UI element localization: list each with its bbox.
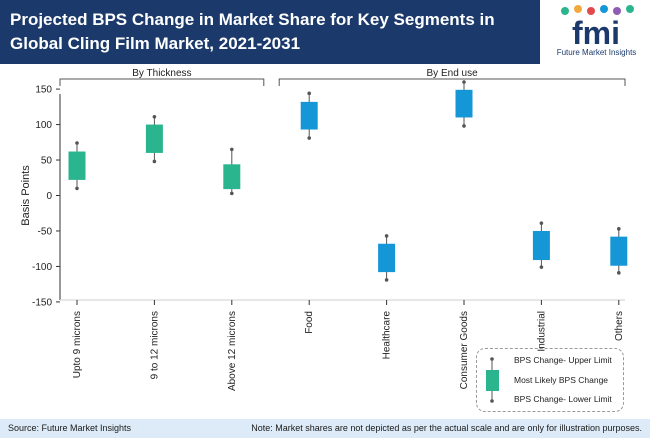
fmi-logo-mark: fmi <box>561 5 634 51</box>
y-axis-label: Basis Points <box>20 165 32 226</box>
legend-upper-label: BPS Change- Upper Limit <box>514 355 612 365</box>
logo-dot-orange <box>574 5 582 13</box>
box-most-likely <box>378 243 396 273</box>
upper-limit-point <box>152 114 157 119</box>
y-tick-label: 50 <box>41 156 53 167</box>
category-label: Consumer Goods <box>459 311 470 389</box>
upper-limit-point <box>384 234 389 238</box>
category-label: Above 12 microns <box>227 311 238 391</box>
lower-limit-point <box>230 191 234 196</box>
category-label: Food <box>304 311 315 334</box>
upper-limit-point <box>230 147 234 152</box>
logo-dot-green <box>561 7 569 15</box>
box-most-likely <box>455 89 473 118</box>
group-bracket <box>59 78 265 86</box>
legend-likely-label: Most Likely BPS Change <box>514 375 609 385</box>
category-label: Healthcare <box>382 311 393 360</box>
group-bracket <box>278 78 626 86</box>
legend-symbol <box>486 357 499 403</box>
logo-dot-red <box>587 7 595 15</box>
group-brackets: By Thickness By End use <box>59 68 626 86</box>
legend-lower-label: BPS Change- Lower Limit <box>514 394 612 404</box>
footer: Source: Future Market Insights Note: Mar… <box>0 419 650 438</box>
upper-limit-point <box>462 80 466 84</box>
y-tick-label: -50 <box>38 226 53 237</box>
upper-limit-point <box>307 91 312 96</box>
source-text: Source: Future Market Insights <box>8 423 132 433</box>
box-most-likely <box>610 236 628 266</box>
legend-lower-dot <box>490 399 494 403</box>
lower-limit-point <box>75 186 79 191</box>
group-label: By End use <box>427 68 479 79</box>
legend-upper-dot <box>490 357 494 361</box>
fmi-logo: fmi Future Market Insights <box>545 2 648 64</box>
page-title: Projected BPS Change in Market Share for… <box>10 10 495 53</box>
lower-limit-point <box>462 124 466 128</box>
box-most-likely <box>223 164 241 190</box>
box-plot-chart: By Thickness By End use 150 100 50 0 -50 -100 -… <box>20 68 628 391</box>
category-label: Upto 9 microns <box>72 311 83 378</box>
logo-subtitle: Future Market Insights <box>556 48 637 57</box>
upper-limit-point <box>75 141 79 145</box>
logo-dot-blue <box>600 5 608 13</box>
lower-limit-point <box>384 278 389 282</box>
footer-note: Note: Market shares are not depicted as … <box>251 423 642 433</box>
y-tick-label: -100 <box>32 262 52 273</box>
upper-limit-point <box>617 227 621 231</box>
lower-limit-point <box>307 136 312 140</box>
plot-area <box>68 80 628 282</box>
header-banner: Projected BPS Change in Market Share for… <box>0 0 540 64</box>
box-most-likely <box>145 124 163 153</box>
logo-letters: fmi <box>572 15 620 48</box>
logo-dot-purple <box>613 7 621 15</box>
box-most-likely <box>68 151 86 180</box>
logo-dot-teal <box>626 5 634 13</box>
y-tick-label: -150 <box>32 297 52 308</box>
lower-limit-point <box>617 271 621 275</box>
category-label: Others <box>614 311 625 341</box>
category-label: 9 to 12 microns <box>149 311 160 379</box>
lower-limit-point <box>152 159 157 164</box>
y-axis: 150 100 50 0 -50 -100 -150 Basis Points Upto 9 m… <box>20 85 625 391</box>
y-tick-label: 100 <box>35 120 52 131</box>
legend: BPS Change- Upper Limit Most Likely BPS … <box>476 348 624 412</box>
y-tick-label: 150 <box>35 85 52 96</box>
box-most-likely <box>532 230 550 261</box>
legend-box <box>486 370 499 391</box>
lower-limit-point <box>539 265 544 269</box>
category-label: Industrial <box>536 311 547 352</box>
group-label: By Thickness <box>132 68 191 79</box>
y-tick-label: 0 <box>46 191 52 202</box>
upper-limit-point <box>539 221 544 225</box>
box-most-likely <box>300 101 318 130</box>
